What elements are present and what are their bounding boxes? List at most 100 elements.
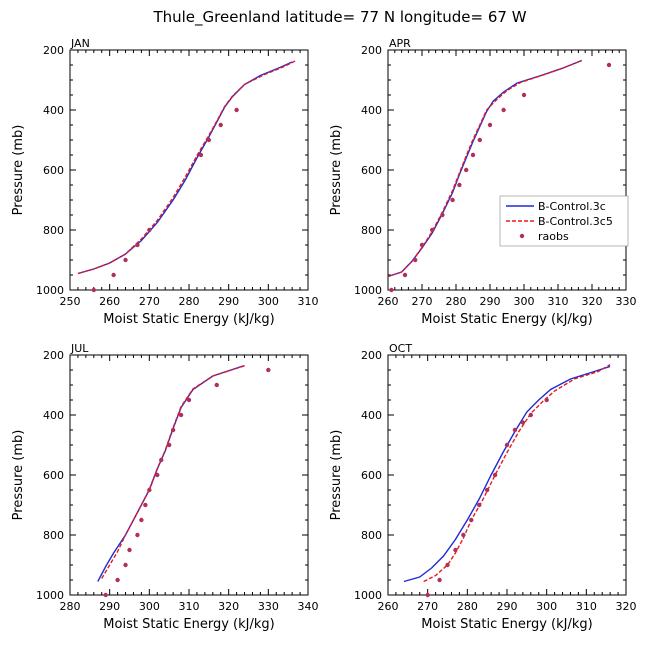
y-tick-label: 800: [43, 224, 64, 237]
raobs-point: [544, 397, 549, 403]
raobs-point: [457, 182, 462, 188]
y-axis-label: Pressure (mb): [329, 430, 344, 521]
x-tick-label: 320: [582, 295, 603, 308]
raobs-point: [91, 287, 97, 293]
panel-title: JUL: [70, 342, 89, 355]
x-tick-label: 290: [99, 600, 120, 613]
raobs-point: [155, 472, 160, 478]
x-tick-label: 320: [218, 600, 239, 613]
y-tick-label: 200: [43, 349, 64, 362]
panel-oct: OCT 260 270 280 290 300 310 320 200 400 600 800 1000…: [329, 342, 637, 632]
y-tick-label: 400: [361, 409, 382, 422]
raobs-point: [115, 577, 120, 583]
x-tick-label: 280: [179, 295, 200, 308]
x-axis-label: Moist Static Energy (kJ/kg): [421, 312, 592, 327]
y-tick-label: 400: [361, 104, 382, 117]
y-axis-label: Pressure (mb): [11, 125, 26, 216]
y-axis-label: Pressure (mb): [11, 430, 26, 521]
raobs-point: [501, 107, 506, 113]
raobs-point: [464, 167, 469, 173]
x-tick-label: 280: [60, 600, 81, 613]
x-tick-label: 250: [60, 295, 81, 308]
x-tick-label: 320: [616, 600, 637, 613]
raobs-point: [521, 92, 527, 98]
raobs-point: [419, 242, 425, 248]
x-tick-label: 280: [446, 295, 467, 308]
y-axis-label: Pressure (mb): [329, 125, 344, 216]
raobs-point: [123, 257, 128, 263]
raobs-point: [413, 257, 418, 263]
legend-marker-dot: [519, 233, 525, 239]
x-tick-label: 310: [576, 600, 597, 613]
raobs-point: [198, 152, 204, 158]
x-tick-label: 310: [298, 295, 319, 308]
series-line-b-control-3c5: [387, 59, 583, 278]
panel-title: APR: [389, 37, 411, 50]
x-tick-label: 270: [139, 295, 160, 308]
raobs-point: [266, 367, 271, 373]
raobs-point: [234, 107, 239, 113]
raobs-point: [111, 272, 116, 278]
x-tick-label: 290: [218, 295, 239, 308]
raobs-point: [178, 412, 184, 418]
y-tick-label: 200: [361, 44, 382, 57]
panels: JAN 250 260 270 280 290 300 310 200 400 600 800 1000…: [11, 37, 637, 632]
x-tick-label: 330: [258, 600, 279, 613]
plot-frame: [387, 49, 627, 291]
y-tick-label: 1000: [354, 589, 382, 602]
raobs-point: [135, 532, 140, 538]
raobs-point: [504, 442, 510, 448]
raobs-point: [425, 592, 430, 598]
series-line-b-control-3c: [403, 365, 611, 583]
raobs-point: [445, 562, 450, 568]
raobs-point: [430, 227, 435, 233]
raobs-point: [139, 517, 144, 523]
series-line-b-control-3c: [97, 364, 245, 582]
x-tick-label: 270: [412, 295, 433, 308]
raobs-point: [440, 212, 445, 218]
x-axis-label: Moist Static Energy (kJ/kg): [103, 617, 274, 632]
panel-jul: JUL 280 290 300 310 320 330 340 200 400 600 800 1000…: [11, 342, 319, 632]
plot-frame: [387, 354, 627, 596]
series-line-b-control-3c5: [423, 363, 611, 583]
y-tick-label: 1000: [36, 589, 64, 602]
raobs-point: [453, 547, 458, 553]
y-tick-label: 600: [43, 164, 64, 177]
x-tick-label: 340: [298, 600, 319, 613]
x-tick-label: 260: [99, 295, 120, 308]
panel-apr: APR 260 270 280 290 300 310 320 330 200 400 600 800 1…: [329, 37, 637, 327]
y-tick-label: 600: [43, 469, 64, 482]
legend-label: raobs: [538, 230, 569, 243]
raobs-point: [520, 420, 526, 425]
raobs-point: [166, 442, 172, 448]
y-tick-label: 600: [361, 469, 382, 482]
legend: B-Control.3c B-Control.3c5 raobs: [499, 195, 629, 247]
raobs-point: [389, 287, 394, 293]
x-tick-label: 260: [378, 600, 399, 613]
raobs-point: [487, 122, 493, 128]
raobs-point: [512, 427, 518, 433]
raobs-point: [606, 62, 612, 68]
x-tick-label: 260: [378, 295, 399, 308]
x-tick-label: 300: [139, 600, 160, 613]
legend-label: B-Control.3c5: [538, 215, 613, 228]
raobs-point: [170, 427, 176, 433]
y-tick-label: 400: [43, 104, 64, 117]
y-tick-label: 800: [361, 224, 382, 237]
x-tick-label: 330: [616, 295, 637, 308]
y-tick-label: 800: [43, 529, 64, 542]
raobs-point: [470, 152, 476, 158]
raobs-point: [143, 502, 148, 508]
raobs-point: [402, 272, 408, 278]
raobs-point: [528, 412, 533, 418]
plot-frame: [69, 354, 309, 596]
raobs-point: [218, 122, 223, 128]
raobs-point: [484, 487, 490, 493]
y-tick-label: 1000: [354, 284, 382, 297]
raobs-point: [206, 137, 212, 143]
x-tick-label: 270: [417, 600, 438, 613]
y-tick-label: 200: [361, 349, 382, 362]
raobs-point: [135, 242, 140, 248]
raobs-point: [127, 547, 132, 553]
